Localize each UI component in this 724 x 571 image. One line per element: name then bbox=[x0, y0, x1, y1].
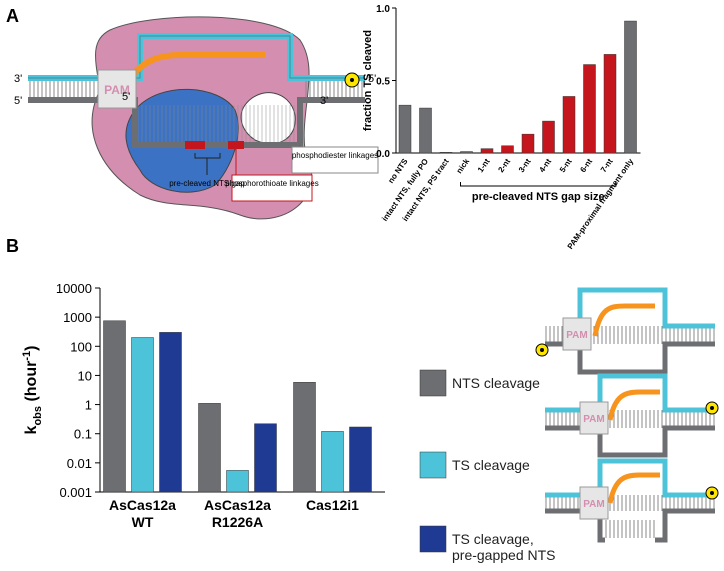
bar bbox=[198, 403, 221, 493]
bar bbox=[159, 332, 182, 493]
y-axis-label: fraction TS cleaved bbox=[362, 30, 374, 131]
y-tick-label: 10000 bbox=[56, 281, 92, 296]
y-tick-label: 10 bbox=[78, 368, 92, 383]
bar bbox=[226, 470, 249, 493]
legend-swatch bbox=[419, 369, 447, 397]
panel-label: A bbox=[6, 6, 19, 26]
y-axis-label: kobs (hour-1) bbox=[21, 346, 44, 435]
bar bbox=[439, 152, 453, 154]
diagram-b: PAM PAM PAM bbox=[535, 287, 719, 543]
bar bbox=[131, 337, 154, 493]
x-tick-label: WT bbox=[132, 514, 154, 530]
y-tick-label: 1000 bbox=[63, 310, 92, 325]
legend-label: NTS cleavage bbox=[452, 375, 540, 391]
x-tick-label: Cas12i1 bbox=[306, 497, 359, 513]
legend-swatch bbox=[419, 451, 447, 479]
pam-label: PAM bbox=[583, 499, 604, 510]
bar bbox=[349, 426, 372, 493]
bar bbox=[583, 64, 596, 154]
bar bbox=[419, 107, 432, 154]
y-axis-label-part: k bbox=[23, 425, 40, 434]
bar bbox=[480, 148, 494, 154]
callout: phosphorothioate linkages bbox=[225, 179, 318, 188]
y-tick-label: 0.5 bbox=[376, 77, 390, 88]
legend-swatch bbox=[419, 525, 447, 553]
y-tick-label: 0.0 bbox=[376, 149, 390, 160]
panel-label: B bbox=[6, 236, 19, 256]
strand-end: 3' bbox=[320, 95, 328, 107]
y-axis-label-part: (hour bbox=[23, 361, 40, 406]
x-tick-label: R1226A bbox=[212, 514, 263, 530]
y-tick-label: 0.001 bbox=[59, 485, 92, 500]
x-tick-label: 1-nt bbox=[476, 157, 492, 174]
x-tick-label: nick bbox=[455, 157, 472, 176]
x-tick-label: AsCas12a bbox=[109, 497, 176, 513]
x-tick-label: 7-nt bbox=[599, 157, 615, 174]
strand-end: 3' bbox=[14, 73, 22, 85]
x-tick-label: 6-nt bbox=[578, 157, 594, 174]
y-axis-label-part: ) bbox=[23, 346, 40, 351]
strand-end: 5' bbox=[122, 91, 130, 103]
bracket bbox=[460, 182, 617, 187]
y-tick-label: 0.01 bbox=[67, 456, 92, 471]
annotation: pre-cleaved NTS gap size bbox=[472, 191, 605, 203]
x-tick-label: AsCas12a bbox=[204, 497, 271, 513]
x-tick-label: 2-nt bbox=[496, 157, 512, 174]
bar bbox=[398, 104, 412, 154]
legend-label: TS cleavage bbox=[452, 457, 530, 473]
bar bbox=[293, 382, 316, 493]
pam-label: PAM bbox=[566, 330, 587, 341]
y-tick-label: 1.0 bbox=[376, 4, 390, 15]
bar bbox=[501, 145, 514, 154]
callout: pre-cleaved NTS gap bbox=[169, 179, 245, 188]
y-tick-label: 1 bbox=[85, 398, 92, 413]
strand-end: 5' bbox=[368, 73, 376, 85]
bar bbox=[562, 96, 576, 154]
bar bbox=[624, 20, 637, 154]
x-tick-label: 3-nt bbox=[517, 157, 533, 174]
callout: phosphodiester linkages bbox=[292, 151, 378, 160]
bar bbox=[254, 423, 277, 493]
y-tick-label: 100 bbox=[70, 339, 92, 354]
legend-label: TS cleavage, pre-gapped NTS bbox=[452, 531, 556, 563]
y-axis-label-part: -1 bbox=[21, 351, 33, 361]
x-tick-label: 4-nt bbox=[537, 157, 553, 174]
bar bbox=[603, 54, 617, 154]
pam-label: PAM bbox=[583, 414, 604, 425]
y-axis-label-part: obs bbox=[32, 406, 44, 426]
y-tick-label: 0.1 bbox=[74, 427, 92, 442]
bar bbox=[542, 120, 555, 154]
pam-label: PAM bbox=[104, 83, 130, 97]
diagram-a: PAM 3' 5' 5' 5' 3' phosphodiester linkag… bbox=[14, 16, 379, 220]
strand-end: 5' bbox=[14, 95, 22, 107]
x-tick-label: 5-nt bbox=[558, 157, 574, 174]
bar bbox=[321, 431, 344, 493]
bar bbox=[460, 151, 473, 154]
bar bbox=[103, 320, 126, 493]
bar bbox=[521, 133, 535, 154]
